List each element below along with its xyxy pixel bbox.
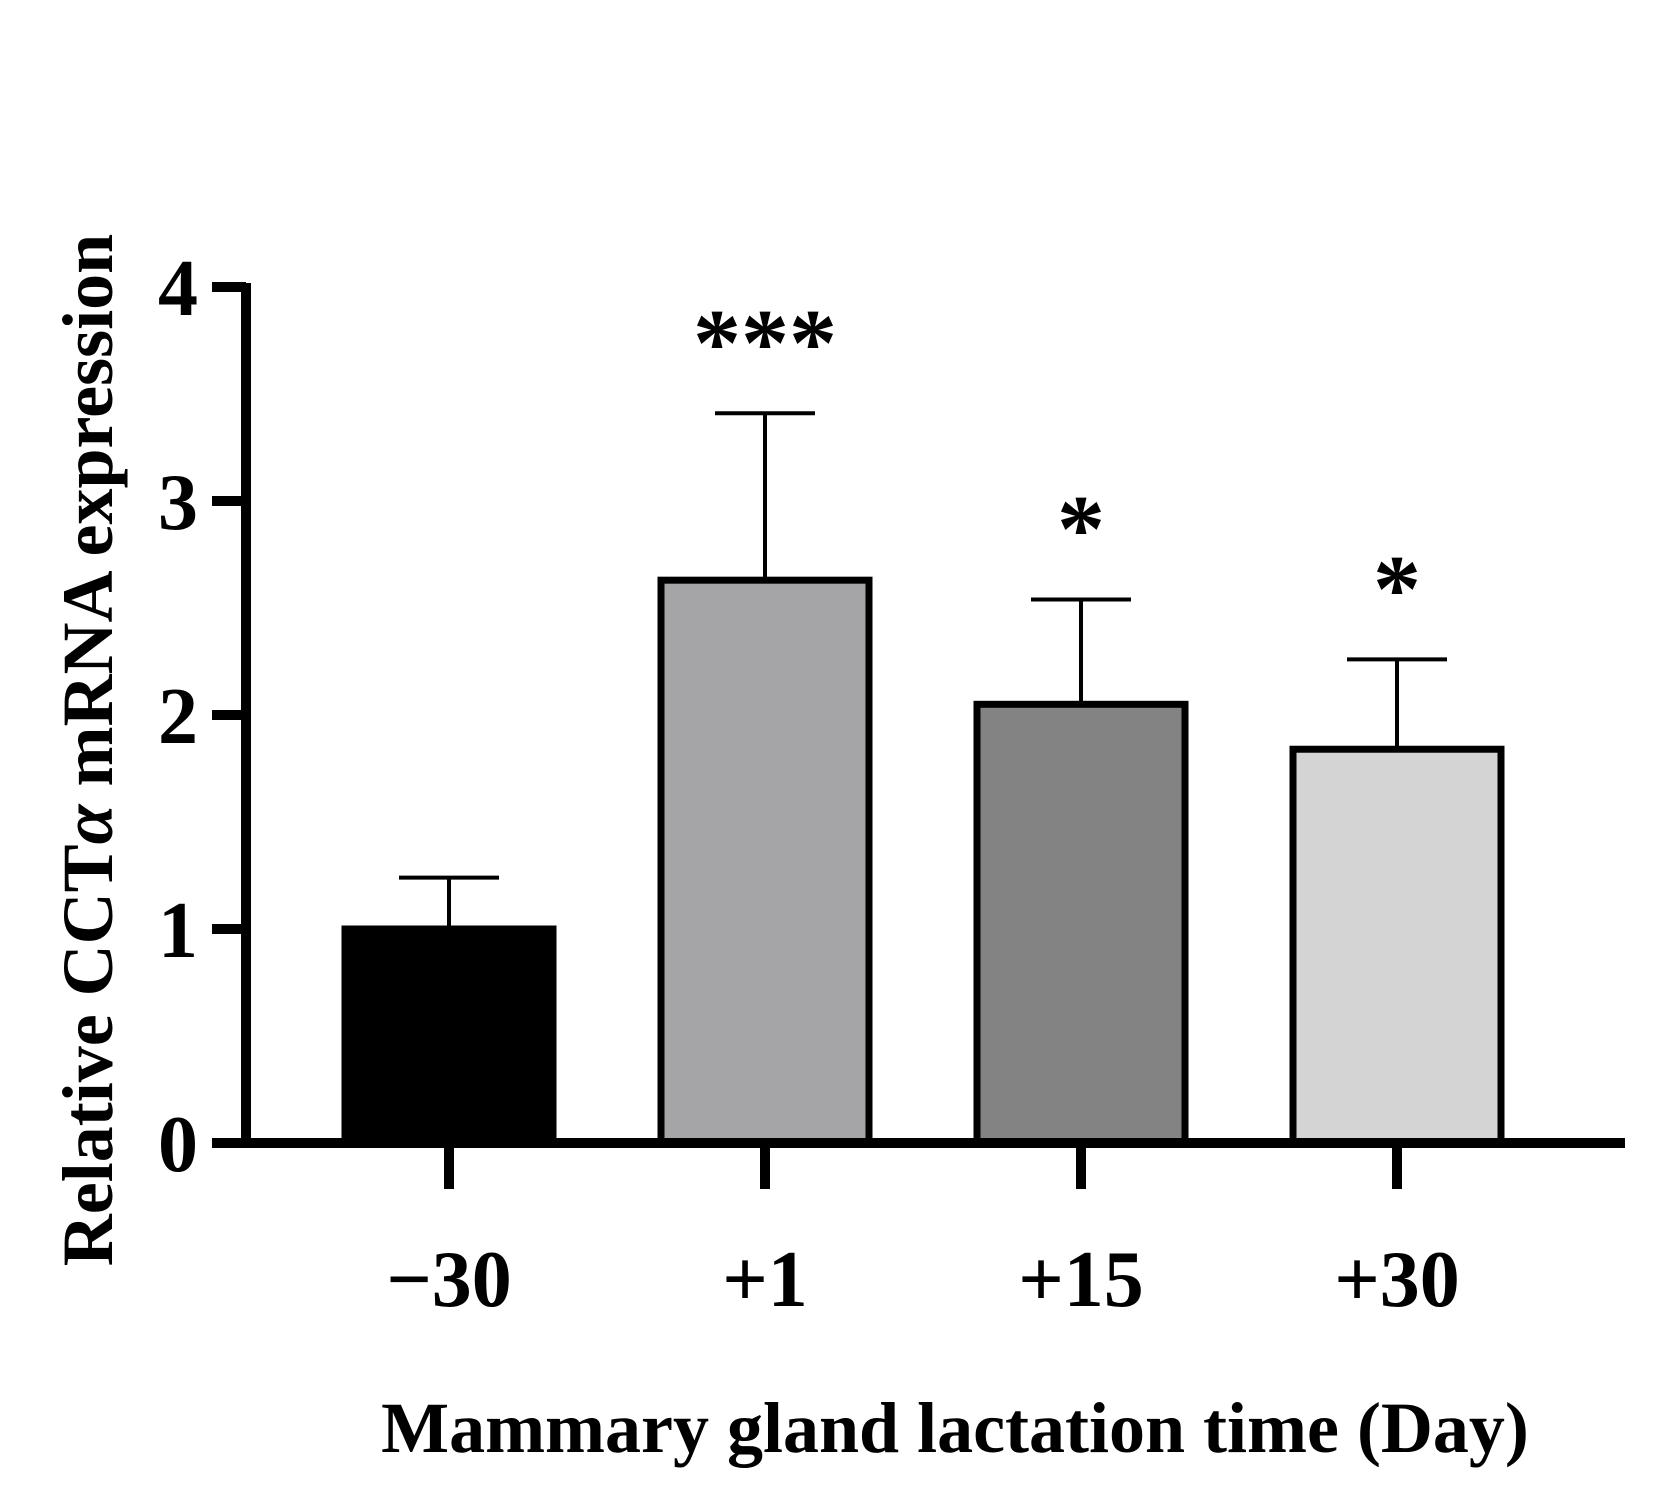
y-tick-label-4: 4 <box>158 245 198 333</box>
bar-0 <box>341 925 557 1147</box>
y-tick-label-0: 0 <box>158 1101 198 1189</box>
y-axis-title-part-1: α <box>48 803 128 844</box>
x-tick-label-0: −30 <box>386 1236 512 1324</box>
significance-label-2: * <box>1057 475 1105 582</box>
bar-1 <box>657 576 873 1147</box>
error-bars-layer <box>399 411 1447 929</box>
axes-layer <box>212 282 1625 1189</box>
bar-2 <box>973 700 1189 1147</box>
bar-3 <box>1289 745 1505 1147</box>
significance-label-1: *** <box>693 289 837 396</box>
y-tick-label-3: 3 <box>158 459 198 547</box>
x-tick-label-1: +1 <box>722 1236 808 1324</box>
bars-layer <box>341 576 1505 1147</box>
y-axis-title: Relative CCTα mRNA expression <box>48 234 128 1266</box>
x-tick-label-3: +30 <box>1334 1236 1460 1324</box>
significance-label-3: * <box>1373 535 1421 642</box>
y-axis-title-part-0: Relative CCT <box>48 844 128 1266</box>
x-tick-label-2: +15 <box>1018 1236 1144 1324</box>
y-tick-label-2: 2 <box>158 673 198 761</box>
y-axis-title-part-2: mRNA expression <box>48 234 128 805</box>
y-tick-label-1: 1 <box>158 887 198 975</box>
x-axis-title: Mammary gland lactation time (Day) <box>381 1388 1529 1468</box>
labels-layer: −30 *** +1 * +15 * +30 0 1 2 3 4 Mammary gland lacta… <box>48 234 1529 1468</box>
